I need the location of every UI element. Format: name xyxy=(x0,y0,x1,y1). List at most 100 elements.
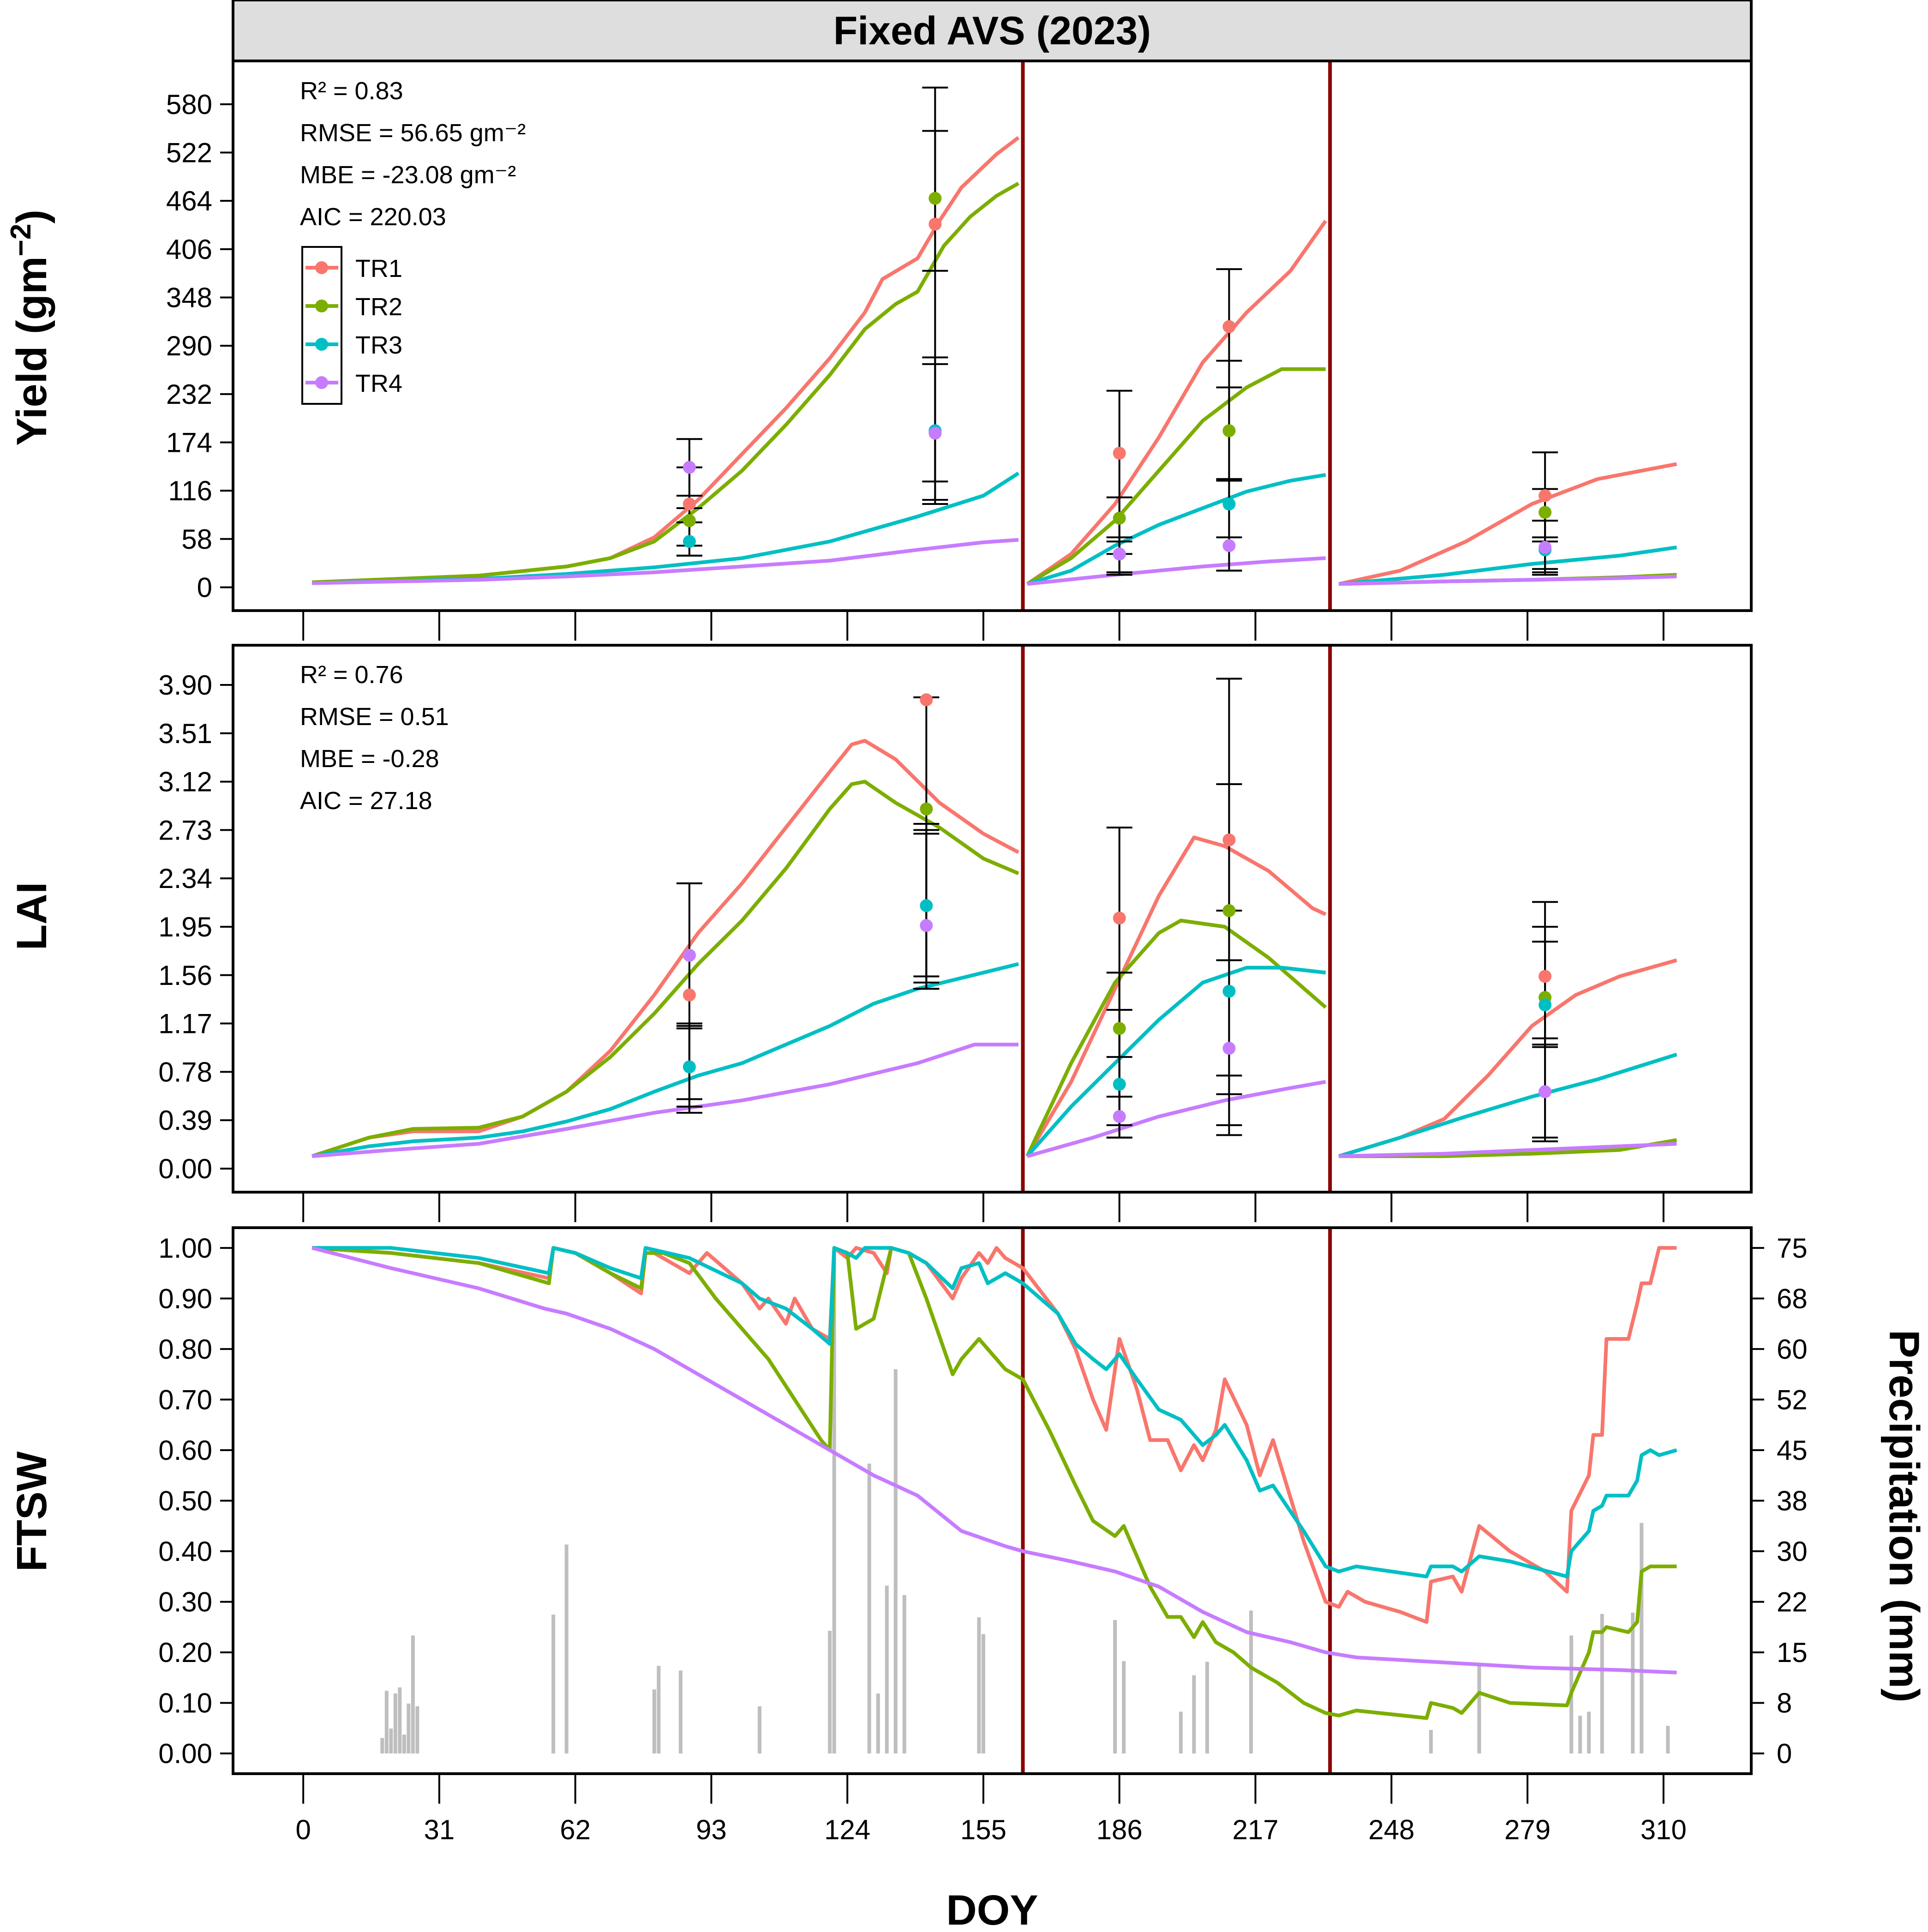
yield-y-tick-label: 406 xyxy=(166,234,212,265)
precip-y-tick-label: 45 xyxy=(1777,1435,1808,1466)
lai-obs-point-tr1 xyxy=(920,693,933,707)
ftsw-y-tick-label: 0.60 xyxy=(158,1435,212,1466)
x-tick-label: 93 xyxy=(696,1814,727,1845)
lai-obs-point-tr3 xyxy=(1113,1078,1126,1091)
lai-obs-point-tr2 xyxy=(1113,1022,1126,1035)
lai-y-tick-label: 3.12 xyxy=(158,767,212,798)
legend-label-tr1: TR1 xyxy=(355,255,402,282)
precip-bar xyxy=(977,1617,981,1754)
ftsw-line-tr4 xyxy=(311,1246,1677,1674)
yield-y-tick-label: 580 xyxy=(166,89,212,120)
x-tick-label: 217 xyxy=(1232,1814,1278,1845)
precip-bar xyxy=(657,1666,661,1754)
lai-stat-r2: R² = 0.76 xyxy=(300,661,403,689)
yield-line-tr2 xyxy=(312,181,1020,584)
yield-y-tick-label: 116 xyxy=(168,475,212,506)
yield-obs-point-tr4 xyxy=(683,461,696,474)
precip-bar xyxy=(1179,1711,1183,1754)
precip-bar xyxy=(867,1464,871,1754)
ftsw-y-tick-label: 0.90 xyxy=(158,1283,212,1314)
precip-bar xyxy=(1666,1726,1670,1754)
yield-obs-point-tr1 xyxy=(1222,320,1236,333)
precip-bar xyxy=(1205,1662,1209,1754)
precip-y-tick-label: 68 xyxy=(1777,1283,1808,1314)
plot-lai: 0.00 0.39 0.78 1.17 1.56 1.95 2.34 2.73 3.12 3.51… xyxy=(158,644,1753,1222)
precip-y-tick-label: 30 xyxy=(1777,1536,1808,1567)
precip-bar xyxy=(1122,1661,1126,1754)
ftsw-line-tr3 xyxy=(312,1246,1677,1578)
precip-y-tick-label: 52 xyxy=(1777,1384,1808,1415)
ftsw-axis-title: FTSW xyxy=(8,1452,55,1572)
yield-obs-point-tr3 xyxy=(683,535,696,548)
precip-bar xyxy=(981,1634,985,1754)
yield-obs-point-tr1 xyxy=(683,498,696,511)
yield-obs-point-tr4 xyxy=(1222,539,1236,552)
yield-axis-title-main: Yield (gm xyxy=(8,256,55,446)
title-strip xyxy=(232,0,1753,62)
lai-line-tr3 xyxy=(311,962,1019,1158)
precip-bar xyxy=(902,1595,906,1754)
precip-y-tick-label: 22 xyxy=(1777,1587,1808,1618)
ftsw-y-tick-label: 0.40 xyxy=(158,1536,212,1567)
lai-axis-title: LAI xyxy=(8,882,55,950)
lai-stats: R² = 0.76 RMSE = 0.51 MBE = -0.28 AIC = … xyxy=(300,661,449,815)
precip-y-tick-label: 8 xyxy=(1777,1688,1792,1719)
precip-bar xyxy=(893,1369,898,1754)
lai-line-tr4 xyxy=(1339,1142,1677,1158)
yield-line-tr4 xyxy=(312,538,1019,585)
yield-obs-point-tr4 xyxy=(1539,540,1552,554)
legend-label-tr4: TR4 xyxy=(355,370,402,397)
yield-obs-point-tr2 xyxy=(1113,511,1126,525)
x-tick-label: 0 xyxy=(295,1814,311,1845)
yield-stat-r2: R² = 0.83 xyxy=(300,77,403,105)
precip-bar xyxy=(551,1614,556,1754)
lai-line-tr1 xyxy=(1025,835,1327,1158)
lai-obs-point-tr1 xyxy=(683,988,696,1002)
precip-bar xyxy=(564,1544,569,1754)
precip-bar xyxy=(652,1689,656,1754)
legend-key-point-tr4 xyxy=(315,376,328,389)
x-tick-label: 62 xyxy=(560,1814,591,1845)
ftsw-y-tick-label: 1.00 xyxy=(158,1233,212,1264)
yield-y-tick-label: 0 xyxy=(197,572,212,603)
yield-obs-point-tr4 xyxy=(1113,547,1126,561)
lai-line-tr3 xyxy=(1338,1052,1677,1158)
yield-obs-point-tr2 xyxy=(683,514,696,528)
precip-bar xyxy=(1578,1716,1582,1754)
precip-bar xyxy=(393,1693,397,1754)
plot-yield: 0 58 116 174 232 290 348 406 464 522 580 xyxy=(166,60,1753,641)
legend-label-tr3: TR3 xyxy=(355,331,402,359)
lai-series-lines xyxy=(311,738,1677,1158)
lai-y-tick-label: 3.51 xyxy=(158,718,212,749)
yield-y-tick-label: 522 xyxy=(166,138,212,168)
lai-line-tr1 xyxy=(311,738,1019,1158)
yield-obs-point-tr3 xyxy=(1222,498,1236,511)
lai-y-tick-label: 2.34 xyxy=(158,863,212,894)
lai-obs-point-tr4 xyxy=(920,919,933,932)
yield-obs-point-tr2 xyxy=(1222,424,1236,438)
yield-panel-frame xyxy=(232,60,1753,612)
legend-key-point-tr3 xyxy=(315,338,328,351)
precip-bar xyxy=(678,1670,683,1754)
precip-bar xyxy=(828,1631,832,1754)
legend: TR1 TR2 TR3 TR4 xyxy=(301,246,402,405)
precip-bar xyxy=(1249,1610,1253,1754)
lai-y-tick-label: 2.73 xyxy=(158,815,212,846)
lai-line-tr3 xyxy=(1026,966,1326,1158)
lai-obs-point-tr1 xyxy=(1539,970,1552,983)
precip-bar xyxy=(402,1734,406,1754)
lai-obs-point-tr3 xyxy=(683,1060,696,1074)
yield-series-lines xyxy=(312,136,1677,586)
lai-obs-point-tr2 xyxy=(1222,904,1236,918)
yield-line-tr4 xyxy=(1027,556,1326,586)
legend-key-point-tr2 xyxy=(315,300,328,312)
ftsw-line-tr1 xyxy=(311,1246,1677,1624)
yield-y-tick-label: 232 xyxy=(166,379,212,410)
precip-bar xyxy=(389,1728,393,1754)
lai-obs-point-tr1 xyxy=(1222,833,1236,846)
precip-bar xyxy=(885,1585,889,1754)
lai-y-tick-label: 0.78 xyxy=(158,1056,212,1087)
precip-y-tick-label: 75 xyxy=(1777,1233,1808,1264)
lai-obs-point-tr3 xyxy=(920,899,933,912)
